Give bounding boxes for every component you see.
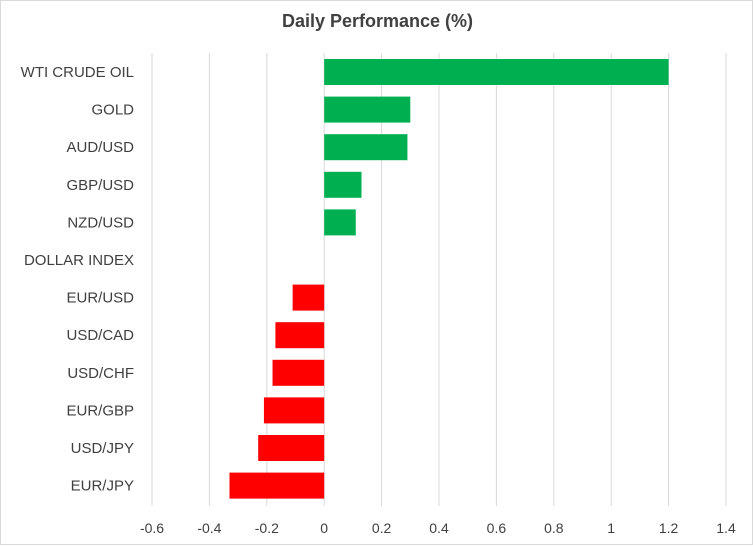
bar-gbp-usd [324,171,362,198]
category-label: AUD/USD [66,139,134,156]
x-tick-label: 1 [607,520,615,536]
category-label: USD/JPY [71,440,134,457]
x-tick-label: -0.4 [197,520,221,536]
tick-labels: -0.6 -0.4 -0.2 0 0.2 0.4 0.6 0.8 1 1.2 1.4 [140,520,736,536]
category-label: NZD/USD [67,214,134,231]
category-label: USD/CAD [66,327,134,344]
category-label: GBP/USD [66,177,134,194]
category-label: GOLD [91,102,134,119]
category-labels: WTI CRUDE OIL GOLD AUD/USD GBP/USD NZD/USD DO… [21,64,135,495]
x-tick-label: 0.4 [429,520,449,536]
x-tick-label: 0.6 [487,520,507,536]
x-tick-label: -0.2 [255,520,279,536]
gridlines [151,53,727,506]
x-tick-label: 1.2 [659,520,679,536]
chart-title: Daily Performance (%) [281,11,474,31]
bar-aud-usd [324,134,408,161]
x-tick-label: 0 [320,520,328,536]
category-label: WTI CRUDE OIL [21,64,134,81]
x-tick-label: 0.8 [544,520,564,536]
bar-eur-usd [292,284,325,311]
category-label: EUR/JPY [71,478,134,495]
category-label: DOLLAR INDEX [24,252,134,269]
bars [229,59,669,499]
bar-usd-jpy [258,435,325,461]
category-label: EUR/USD [66,290,134,307]
category-label: USD/CHF [67,365,134,382]
bar-gold [324,96,411,123]
bar-usd-chf [272,359,325,386]
category-label: EUR/GBP [66,402,134,419]
bar-wti-crude-oil [324,59,669,85]
bar-usd-cad [275,322,325,349]
bar-nzd-usd [324,209,356,236]
x-tick-label: 0.2 [372,520,392,536]
bar-eur-gbp [263,397,325,424]
x-tick-label: 1.4 [716,520,736,536]
bar-eur-jpy [229,472,325,499]
x-tick-label: -0.6 [140,520,164,536]
